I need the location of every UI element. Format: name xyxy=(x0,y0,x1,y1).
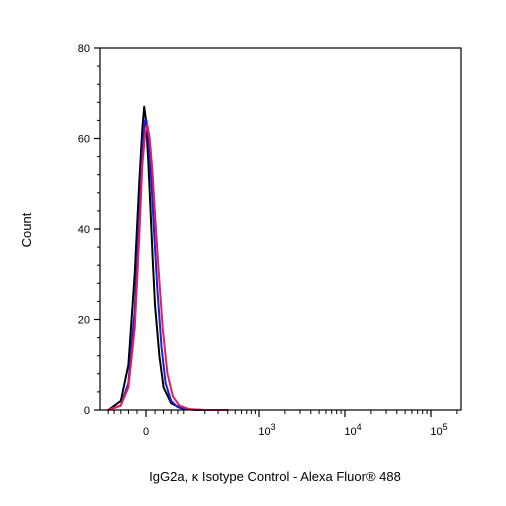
x-tick-label: 0 xyxy=(143,426,149,438)
x-tick-label: 104 xyxy=(344,422,361,438)
series-layer xyxy=(107,105,229,411)
labels-layer: 0 20 40 60 80 0 103 104 105 xyxy=(78,43,448,438)
y-tick-label: 40 xyxy=(78,224,90,236)
y-axis-title: Count xyxy=(19,212,34,247)
x-tick-label: 103 xyxy=(258,422,275,438)
series-line xyxy=(107,123,229,411)
y-tick-label: 0 xyxy=(84,405,90,417)
y-tick-label: 60 xyxy=(78,134,90,146)
y-tick-label: 20 xyxy=(78,315,90,327)
series-line xyxy=(107,105,220,411)
y-tick-label: 80 xyxy=(78,43,90,55)
x-tick-label: 105 xyxy=(430,422,447,438)
series-line xyxy=(107,119,229,411)
axes-layer xyxy=(94,47,462,417)
x-axis-title: IgG2a, κ Isotype Control - Alexa Fluor® … xyxy=(149,469,401,484)
